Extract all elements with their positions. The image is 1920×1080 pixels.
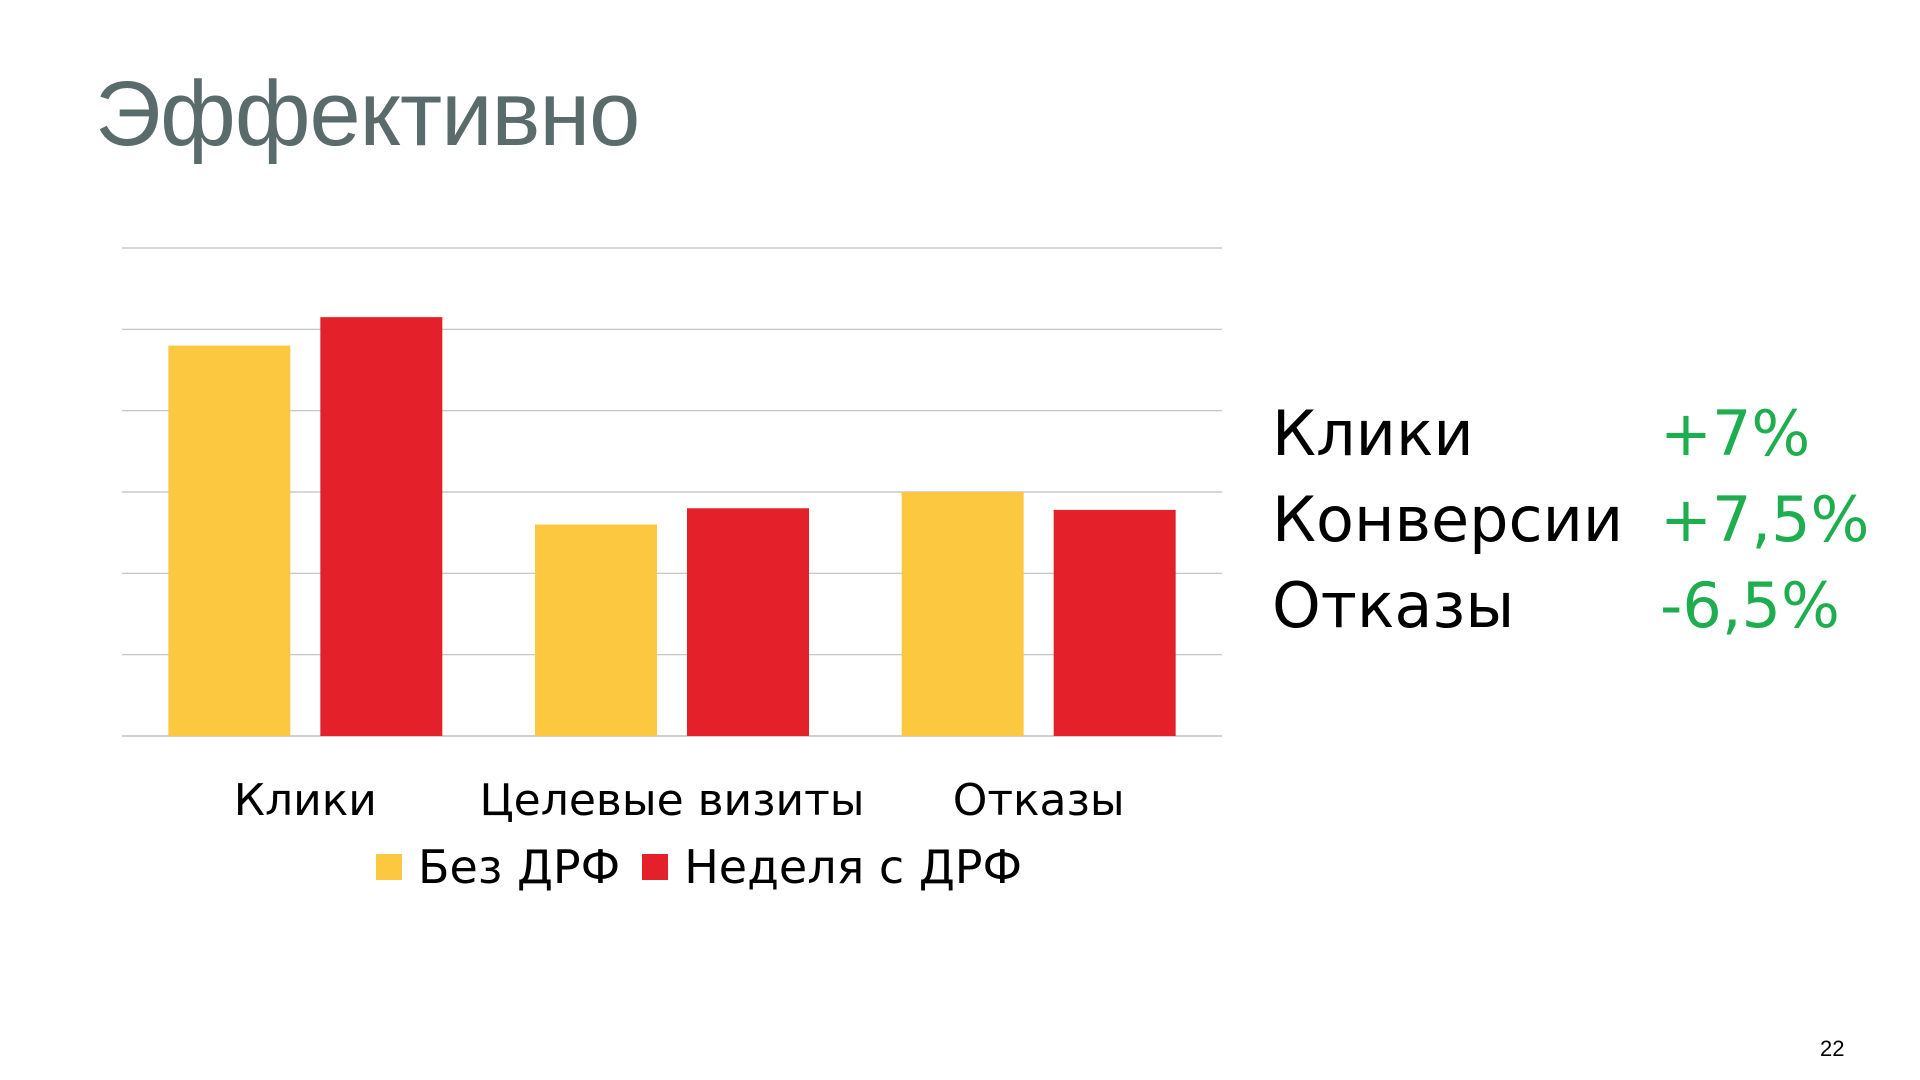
- chart-legend: Без ДРФ Неделя с ДРФ: [376, 840, 1044, 894]
- legend-item-series-2: Неделя с ДРФ: [642, 840, 1022, 894]
- bar-1-1: [168, 345, 291, 736]
- stat-label: Отказы: [1272, 568, 1515, 642]
- stat-value: -6,5%: [1660, 568, 1840, 642]
- bar-1-3: [901, 492, 1024, 736]
- gridlines: [122, 247, 1222, 737]
- legend-label-series-1: Без ДРФ: [418, 840, 621, 894]
- stat-label: Конверсии: [1272, 482, 1624, 556]
- legend-item-series-1: Без ДРФ: [376, 840, 620, 894]
- bar-1-2: [535, 524, 657, 736]
- stat-value: +7,5%: [1660, 482, 1870, 556]
- legend-swatch-series-2: [642, 854, 669, 880]
- stat-value: +7%: [1660, 396, 1811, 470]
- x-tick-label: Отказы: [953, 775, 1125, 826]
- legend-label-series-2: Неделя с ДРФ: [684, 840, 1023, 894]
- stat-row: Конверсии +7,5%: [1272, 476, 1869, 562]
- legend-swatch-series-1: [376, 854, 402, 880]
- x-tick-label: Целевые визиты: [479, 775, 864, 826]
- bar-2-2: [687, 508, 809, 736]
- bar-2-1: [320, 317, 443, 736]
- slide-title: Эффективно: [95, 63, 640, 165]
- stat-row: Отказы -6,5%: [1272, 562, 1869, 648]
- page-number: 22: [1820, 1036, 1845, 1061]
- bar-2-3: [1053, 509, 1176, 736]
- stat-label: Клики: [1272, 396, 1474, 470]
- stats-panel: Клики +7% Конверсии +7,5% Отказы -6,5%: [1272, 390, 1869, 648]
- stat-row: Клики +7%: [1272, 390, 1869, 476]
- x-tick-label: Клики: [234, 775, 377, 826]
